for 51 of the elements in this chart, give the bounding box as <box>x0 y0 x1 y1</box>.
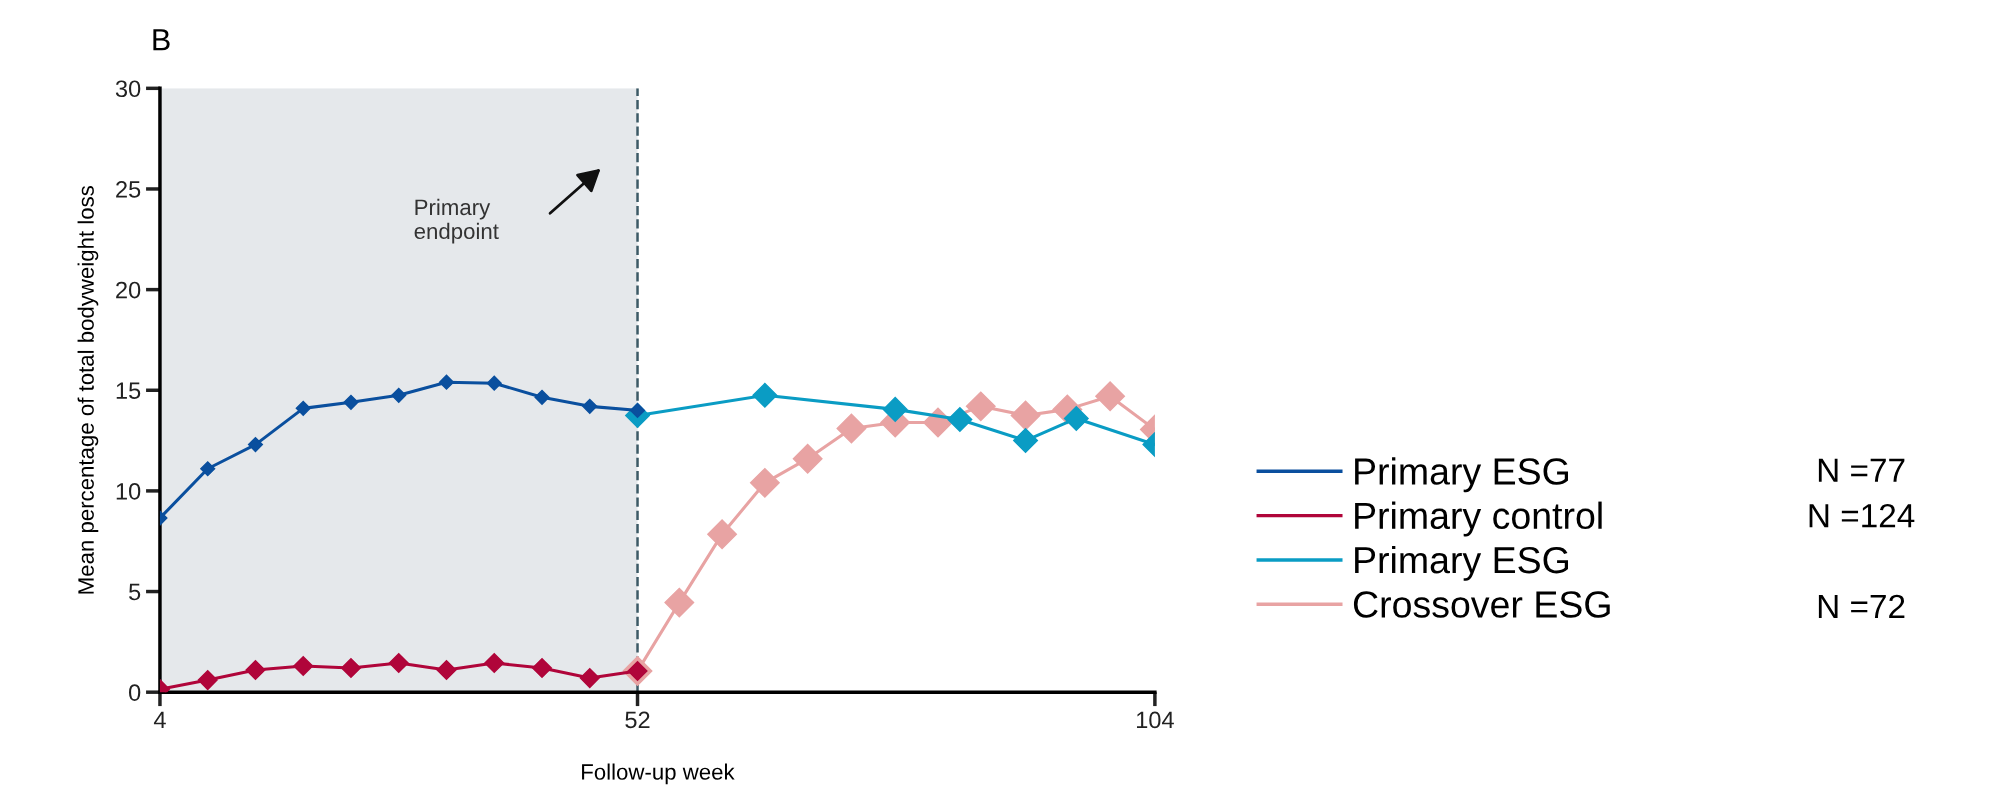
point <box>579 668 600 689</box>
point <box>486 375 502 391</box>
point <box>965 391 996 422</box>
annotation: Primary endpoint <box>414 198 499 244</box>
point <box>343 394 359 410</box>
point <box>438 374 455 390</box>
point <box>534 389 550 405</box>
point <box>531 658 553 679</box>
point <box>293 655 314 677</box>
point <box>1095 381 1126 412</box>
point <box>391 387 407 403</box>
legend-label: Primary control <box>1355 501 1602 537</box>
x-tick-label: 104 <box>1136 711 1174 729</box>
y-tick-label: 20 <box>116 281 141 299</box>
y-tick-label: 25 <box>116 181 141 198</box>
y-tick-label: 0 <box>129 684 141 701</box>
y-tick-label: 30 <box>115 80 141 98</box>
point <box>582 398 598 414</box>
point <box>484 652 505 674</box>
point <box>1010 400 1041 431</box>
y-axis-title: Mean percentage of total bodyweight loss <box>77 185 99 594</box>
point <box>707 519 738 550</box>
point <box>836 413 867 444</box>
text: N =77 <box>1818 458 1905 482</box>
point <box>752 382 778 408</box>
x-tick-label: 4 <box>153 711 166 729</box>
point <box>197 670 218 691</box>
point <box>664 587 695 618</box>
legend-label: Primary ESG <box>1355 545 1569 581</box>
y-tick-label: 15 <box>116 382 141 400</box>
text: N =124 <box>1809 503 1915 528</box>
point <box>436 660 457 681</box>
point <box>947 406 973 432</box>
x-tick-label: 52 <box>625 711 650 729</box>
point <box>295 400 311 416</box>
point <box>882 396 908 422</box>
x-axis-title: Follow-up week <box>582 763 735 785</box>
text: N =72 <box>1818 594 1905 618</box>
y-tick-label: 10 <box>116 482 141 500</box>
point <box>340 658 362 679</box>
point <box>1013 428 1039 454</box>
legend-label: Crossover ESG <box>1353 591 1610 618</box>
y-tick-label: 5 <box>129 583 141 601</box>
point <box>247 437 264 453</box>
legend-label: Primary ESG <box>1355 457 1569 493</box>
point <box>388 652 409 674</box>
chart-title: B <box>153 29 170 51</box>
point <box>200 461 216 477</box>
point <box>749 467 780 498</box>
point <box>792 443 823 474</box>
point <box>245 660 266 681</box>
